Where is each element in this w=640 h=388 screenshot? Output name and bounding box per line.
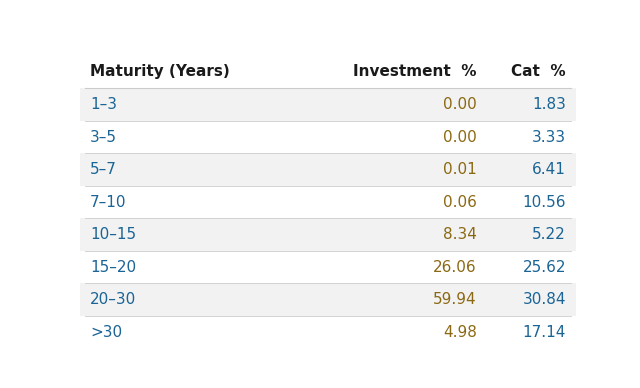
- Text: 5–7: 5–7: [90, 162, 116, 177]
- Text: 1–3: 1–3: [90, 97, 117, 112]
- Text: 8.34: 8.34: [443, 227, 477, 242]
- Bar: [80, 121, 576, 153]
- Text: Maturity (Years): Maturity (Years): [90, 64, 230, 80]
- Text: 26.06: 26.06: [433, 260, 477, 275]
- Text: Investment  %: Investment %: [353, 64, 477, 80]
- Text: 20–30: 20–30: [90, 292, 136, 307]
- Text: 0.00: 0.00: [443, 97, 477, 112]
- Text: 7–10: 7–10: [90, 195, 127, 210]
- Text: 0.01: 0.01: [443, 162, 477, 177]
- Bar: [80, 153, 576, 186]
- Text: >30: >30: [90, 325, 122, 340]
- Text: 5.22: 5.22: [532, 227, 566, 242]
- Bar: [80, 251, 576, 283]
- Text: Cat  %: Cat %: [511, 64, 566, 80]
- Text: 6.41: 6.41: [532, 162, 566, 177]
- Text: 4.98: 4.98: [443, 325, 477, 340]
- Text: 3.33: 3.33: [532, 130, 566, 145]
- Text: 1.83: 1.83: [532, 97, 566, 112]
- Text: 59.94: 59.94: [433, 292, 477, 307]
- Text: 15–20: 15–20: [90, 260, 136, 275]
- Bar: [80, 218, 576, 251]
- Text: 17.14: 17.14: [523, 325, 566, 340]
- Text: 10–15: 10–15: [90, 227, 136, 242]
- Bar: [80, 316, 576, 348]
- Text: 10.56: 10.56: [523, 195, 566, 210]
- Text: 30.84: 30.84: [523, 292, 566, 307]
- Text: 3–5: 3–5: [90, 130, 117, 145]
- Bar: [80, 186, 576, 218]
- Text: 25.62: 25.62: [523, 260, 566, 275]
- Text: 0.00: 0.00: [443, 130, 477, 145]
- Bar: [80, 283, 576, 316]
- Bar: [80, 88, 576, 121]
- Text: 0.06: 0.06: [443, 195, 477, 210]
